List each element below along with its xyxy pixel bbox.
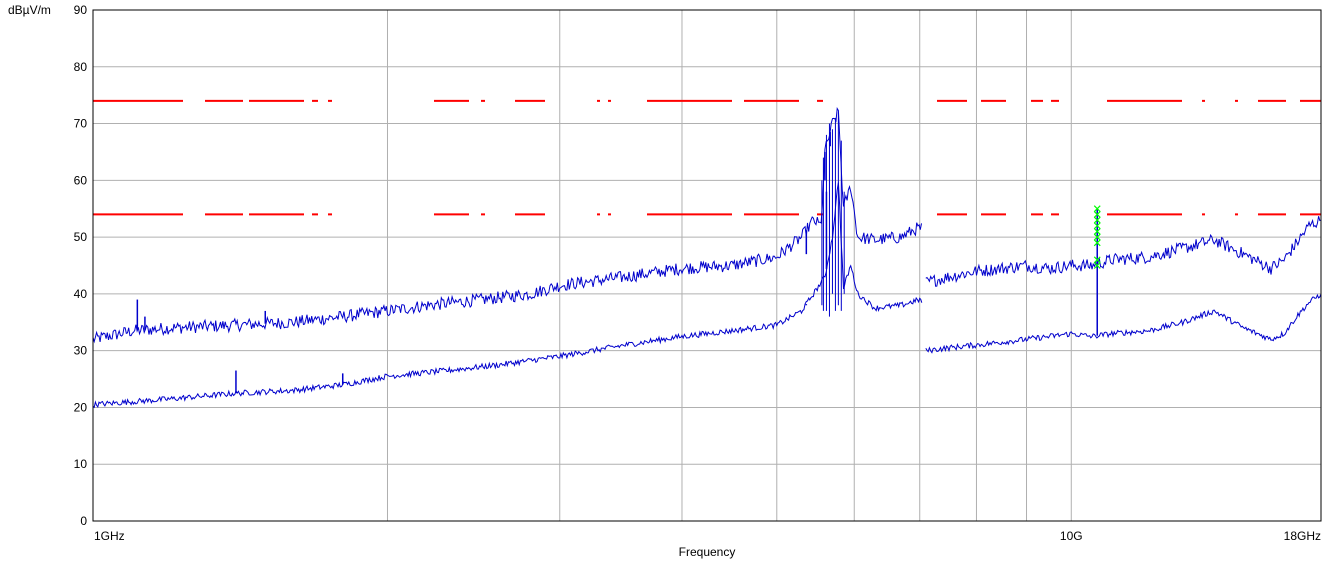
y-tick-label: 40 bbox=[74, 287, 88, 301]
plot-frame bbox=[92, 9, 1322, 522]
grid bbox=[93, 9, 1321, 522]
y-tick-label: 70 bbox=[74, 117, 88, 131]
y-tick-label: 10 bbox=[74, 457, 88, 471]
trace-1 bbox=[92, 106, 1322, 344]
y-tick-label: 60 bbox=[74, 173, 88, 187]
y-tick-label: 20 bbox=[74, 400, 88, 414]
marker-x bbox=[1093, 205, 1101, 213]
y-axis-label: dBµV/m bbox=[8, 3, 51, 17]
x-tick-label: 18GHz bbox=[1284, 529, 1321, 543]
marker-stroke bbox=[1093, 210, 1101, 218]
x-axis-label: Frequency bbox=[679, 545, 736, 559]
y-tick-label: 80 bbox=[74, 60, 88, 74]
marker-stroke bbox=[1093, 256, 1101, 264]
marker-group bbox=[1093, 205, 1101, 269]
x-tick-labels: 1GHz 10G 18GHz bbox=[94, 529, 1321, 543]
x-tick-label: 1GHz bbox=[94, 529, 125, 543]
marker-stroke bbox=[1093, 239, 1101, 247]
marker-x bbox=[1093, 222, 1101, 230]
marker-x bbox=[1093, 256, 1101, 264]
y-tick-label: 30 bbox=[74, 344, 88, 358]
y-tick-label: 50 bbox=[74, 230, 88, 244]
marker-x bbox=[1093, 262, 1101, 269]
marker-x bbox=[1093, 228, 1101, 235]
marker-stroke bbox=[1093, 205, 1101, 213]
marker-stroke bbox=[1093, 228, 1101, 235]
marker-x bbox=[1093, 210, 1101, 218]
marker-stroke bbox=[1093, 216, 1101, 224]
y-tick-labels: 0 10 20 30 40 50 60 70 80 90 bbox=[74, 3, 88, 528]
marker-x bbox=[1093, 233, 1101, 241]
x-tick-label: 10G bbox=[1060, 529, 1083, 543]
limit-lines bbox=[93, 99, 1321, 216]
marker-stroke bbox=[1093, 262, 1101, 269]
marker-stroke bbox=[1093, 233, 1101, 241]
trace-2 bbox=[92, 182, 1322, 409]
marker-stroke bbox=[1093, 222, 1101, 230]
y-tick-label: 0 bbox=[80, 514, 87, 528]
y-tick-label: 90 bbox=[74, 3, 88, 17]
marker-x bbox=[1093, 239, 1101, 247]
marker-x bbox=[1093, 216, 1101, 224]
series-group bbox=[92, 106, 1322, 409]
